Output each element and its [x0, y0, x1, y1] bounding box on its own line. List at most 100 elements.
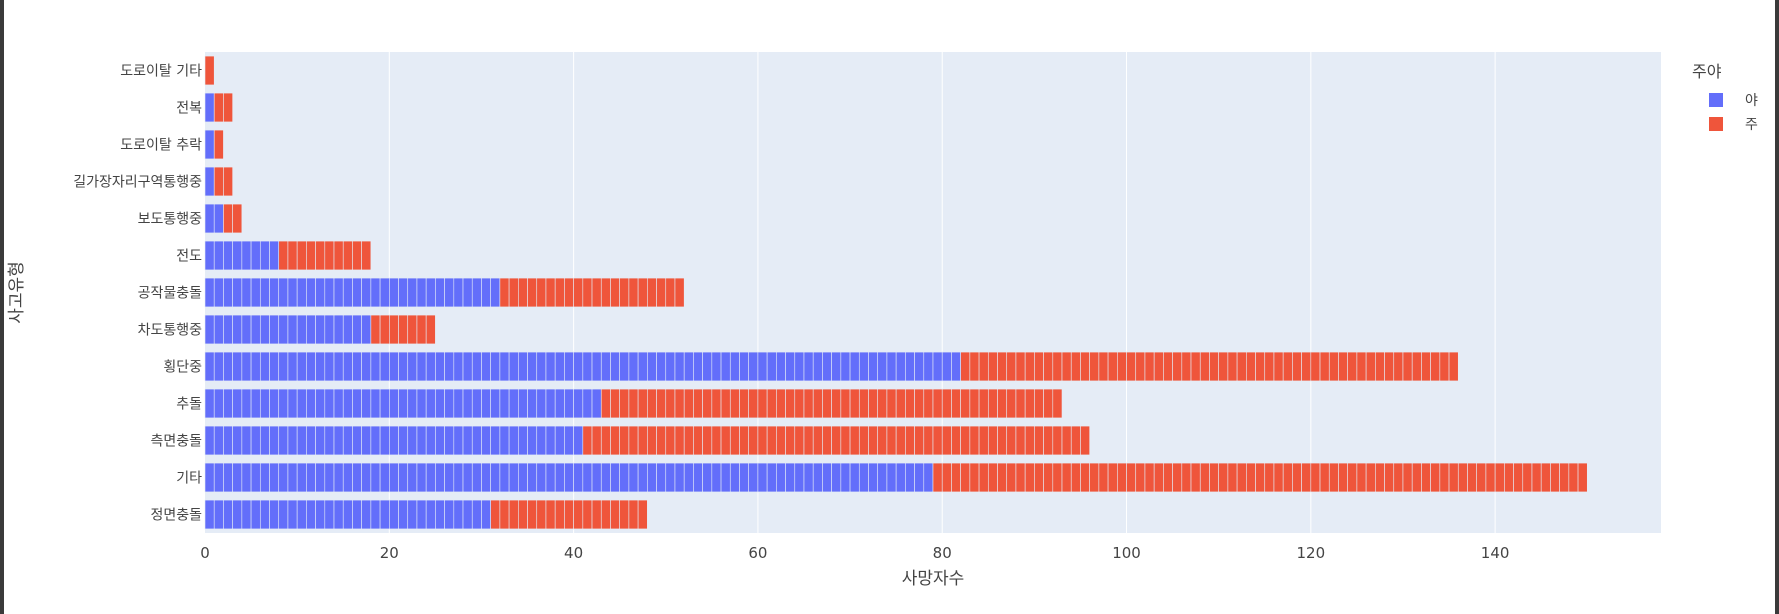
- bar-segment[interactable]: [1282, 462, 1293, 493]
- bar-segment[interactable]: [407, 388, 418, 419]
- bar-segment[interactable]: [628, 425, 639, 456]
- bar-segment[interactable]: [1006, 425, 1017, 456]
- bar-segment[interactable]: [554, 499, 565, 530]
- bar-segment[interactable]: [923, 351, 934, 382]
- bar-segment[interactable]: [932, 388, 943, 419]
- bar-segment[interactable]: [444, 425, 455, 456]
- bar-segment[interactable]: [232, 425, 243, 456]
- bar-segment[interactable]: [508, 351, 519, 382]
- bar-segment[interactable]: [527, 462, 538, 493]
- bar-segment[interactable]: [213, 203, 224, 234]
- bar-segment[interactable]: [278, 277, 289, 308]
- bar-segment[interactable]: [1153, 462, 1164, 493]
- bar-segment[interactable]: [204, 388, 215, 419]
- bar-segment[interactable]: [665, 351, 676, 382]
- bar-segment[interactable]: [554, 351, 565, 382]
- bar-segment[interactable]: [822, 388, 832, 419]
- bar-segment[interactable]: [1319, 462, 1330, 493]
- bar-segment[interactable]: [342, 240, 353, 271]
- bar-segment[interactable]: [656, 462, 667, 493]
- bar-segment[interactable]: [370, 388, 381, 419]
- bar-segment[interactable]: [582, 351, 593, 382]
- bar-segment[interactable]: [674, 388, 685, 419]
- bar-segment[interactable]: [352, 425, 362, 456]
- bar-segment[interactable]: [223, 92, 233, 123]
- bar-segment[interactable]: [204, 351, 215, 382]
- bar-segment[interactable]: [739, 462, 749, 493]
- bar-segment[interactable]: [545, 351, 556, 382]
- bar-segment[interactable]: [296, 314, 307, 345]
- bar-segment[interactable]: [536, 277, 547, 308]
- bar-segment[interactable]: [573, 499, 584, 530]
- bar-segment[interactable]: [481, 462, 491, 493]
- bar-segment[interactable]: [941, 388, 952, 419]
- bar-segment[interactable]: [204, 166, 215, 197]
- bar-segment[interactable]: [785, 462, 796, 493]
- bar-segment[interactable]: [573, 388, 584, 419]
- bar-segment[interactable]: [232, 351, 243, 382]
- bar-segment[interactable]: [1421, 462, 1431, 493]
- bar-segment[interactable]: [315, 277, 326, 308]
- bar-segment[interactable]: [665, 462, 676, 493]
- bar-segment[interactable]: [324, 277, 335, 308]
- bar-segment[interactable]: [481, 277, 491, 308]
- bar-segment[interactable]: [591, 462, 602, 493]
- bar-segment[interactable]: [1246, 351, 1256, 382]
- bar-segment[interactable]: [518, 388, 528, 419]
- bar-segment[interactable]: [250, 462, 261, 493]
- bar-segment[interactable]: [831, 425, 842, 456]
- bar-segment[interactable]: [794, 462, 805, 493]
- bar-segment[interactable]: [1107, 351, 1118, 382]
- bar-segment[interactable]: [370, 351, 381, 382]
- bar-segment[interactable]: [610, 351, 620, 382]
- bar-segment[interactable]: [453, 425, 464, 456]
- bar-segment[interactable]: [389, 314, 399, 345]
- bar-segment[interactable]: [794, 388, 805, 419]
- bar-segment[interactable]: [554, 462, 565, 493]
- bar-segment[interactable]: [951, 351, 961, 382]
- bar-segment[interactable]: [1347, 462, 1358, 493]
- bar-segment[interactable]: [425, 277, 436, 308]
- bar-segment[interactable]: [1043, 351, 1054, 382]
- bar-segment[interactable]: [398, 462, 409, 493]
- bar-segment[interactable]: [987, 351, 998, 382]
- bar-segment[interactable]: [352, 499, 362, 530]
- bar-segment[interactable]: [379, 462, 390, 493]
- bar-segment[interactable]: [527, 499, 538, 530]
- bar-segment[interactable]: [656, 388, 667, 419]
- bar-segment[interactable]: [591, 499, 602, 530]
- bar-segment[interactable]: [711, 425, 722, 456]
- bar-segment[interactable]: [278, 462, 289, 493]
- bar-segment[interactable]: [637, 388, 648, 419]
- bar-segment[interactable]: [600, 499, 611, 530]
- bar-segment[interactable]: [278, 425, 289, 456]
- bar-segment[interactable]: [803, 351, 814, 382]
- bar-segment[interactable]: [342, 425, 353, 456]
- bar-segment[interactable]: [379, 351, 390, 382]
- bar-segment[interactable]: [269, 351, 280, 382]
- bar-segment[interactable]: [1411, 351, 1422, 382]
- bar-segment[interactable]: [582, 499, 593, 530]
- bar-segment[interactable]: [1209, 462, 1219, 493]
- bar-segment[interactable]: [352, 314, 362, 345]
- bar-segment[interactable]: [241, 240, 252, 271]
- bar-segment[interactable]: [1052, 425, 1063, 456]
- bar-segment[interactable]: [259, 388, 270, 419]
- bar-segment[interactable]: [886, 388, 897, 419]
- bar-segment[interactable]: [389, 425, 399, 456]
- bar-segment[interactable]: [785, 388, 796, 419]
- bar-segment[interactable]: [564, 351, 574, 382]
- bar-segment[interactable]: [822, 425, 832, 456]
- bar-segment[interactable]: [389, 462, 399, 493]
- bar-segment[interactable]: [600, 462, 611, 493]
- bar-segment[interactable]: [213, 166, 224, 197]
- bar-segment[interactable]: [435, 462, 445, 493]
- legend-item-day[interactable]: 주: [1692, 112, 1758, 136]
- bar-segment[interactable]: [1338, 351, 1348, 382]
- bar-segment[interactable]: [1218, 462, 1229, 493]
- bar-segment[interactable]: [674, 277, 685, 308]
- bar-segment[interactable]: [1163, 462, 1173, 493]
- bar-segment[interactable]: [1476, 462, 1487, 493]
- bar-segment[interactable]: [250, 499, 261, 530]
- bar-segment[interactable]: [1126, 462, 1137, 493]
